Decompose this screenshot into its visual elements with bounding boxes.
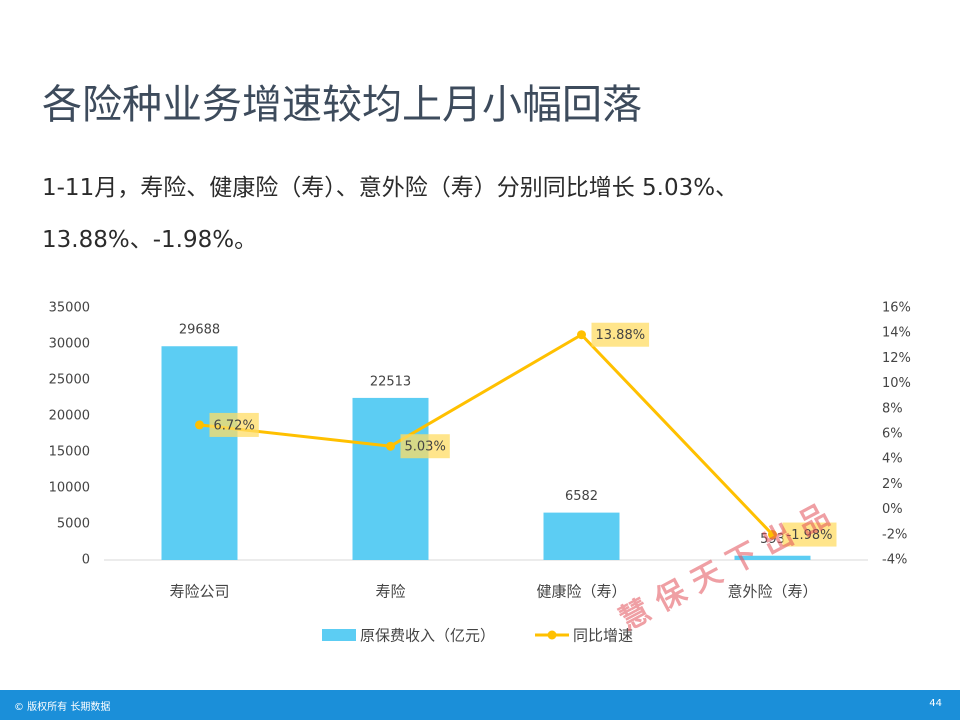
y-tick-label: 0 <box>82 553 90 568</box>
x-tick-label: 意外险（寿） <box>727 583 817 601</box>
y2-tick-label: 2% <box>882 477 903 492</box>
bar <box>734 555 811 560</box>
line-value-label: 5.03% <box>405 440 446 455</box>
x-tick-label: 寿险 <box>375 583 405 601</box>
bar-value-label: 22513 <box>370 374 411 389</box>
line-point <box>577 330 586 340</box>
x-tick-label: 寿险公司 <box>169 583 229 601</box>
value-label-bg <box>591 322 650 347</box>
value-label-bg <box>209 412 259 437</box>
value-label: 13.88% <box>591 322 650 347</box>
y-tick-label: 5000 <box>57 517 90 532</box>
x-tick-label: 健康险（寿） <box>536 583 626 601</box>
slide-subtitle: 1-11月，寿险、健康险（寿）、意外险（寿）分别同比增长 5.03%、13.88… <box>42 175 739 253</box>
legend-swatch-dot <box>547 630 557 640</box>
line-point <box>768 530 777 540</box>
legend-swatch <box>322 629 356 641</box>
slide-title: 各险种业务增速较均上月小幅回落 <box>42 82 642 128</box>
value-label: -1.98% <box>782 522 837 547</box>
legend-label: 同比增速 <box>573 627 633 645</box>
chart: 0 5000 10000 15000 20000 25000 30000 35000 -4% -2… <box>49 301 911 645</box>
line-value-label: 13.88% <box>596 328 646 343</box>
y2-tick-label: 16% <box>882 301 911 316</box>
y-tick-label: 25000 <box>49 373 90 388</box>
footer: © 版权所有 长期数据 44 <box>0 690 960 720</box>
bar-value-label: 593 <box>760 532 785 547</box>
y2-tick-label: 10% <box>882 376 911 391</box>
y-tick-label: 30000 <box>49 337 90 352</box>
y2-tick-label: 12% <box>882 351 911 366</box>
bar <box>543 512 620 560</box>
bar <box>161 346 238 560</box>
line-point <box>195 420 204 430</box>
y2-tick-label: 4% <box>882 452 903 467</box>
bar-value-label: 6582 <box>565 489 598 504</box>
legend-label: 原保费收入（亿元） <box>360 627 495 645</box>
value-label-bg <box>782 522 837 547</box>
y2-tick-label: 8% <box>882 401 903 416</box>
y2-tick-label: -4% <box>882 553 907 568</box>
value-label-bg <box>400 434 450 459</box>
value-label: 6.72% <box>209 412 259 437</box>
bar <box>352 397 429 560</box>
y2-tick-label: 6% <box>882 427 903 442</box>
copyright: © 版权所有 长期数据 <box>14 702 111 713</box>
line-point <box>386 441 395 451</box>
y-tick-label: 35000 <box>49 301 90 316</box>
line <box>199 332 774 536</box>
value-label: 5.03% <box>400 434 450 459</box>
line-value-label: -1.98% <box>787 528 833 543</box>
y2-tick-label: 0% <box>882 502 903 517</box>
line-value-label: 6.72% <box>214 418 255 433</box>
bar-value-label: 29688 <box>179 323 220 338</box>
y-tick-label: 10000 <box>49 481 90 496</box>
y-tick-label: 20000 <box>49 409 90 424</box>
y2-tick-label: 14% <box>882 326 911 341</box>
page-number: 44 <box>929 698 942 709</box>
y-tick-label: 15000 <box>49 445 90 460</box>
y2-tick-label: -2% <box>882 527 907 542</box>
